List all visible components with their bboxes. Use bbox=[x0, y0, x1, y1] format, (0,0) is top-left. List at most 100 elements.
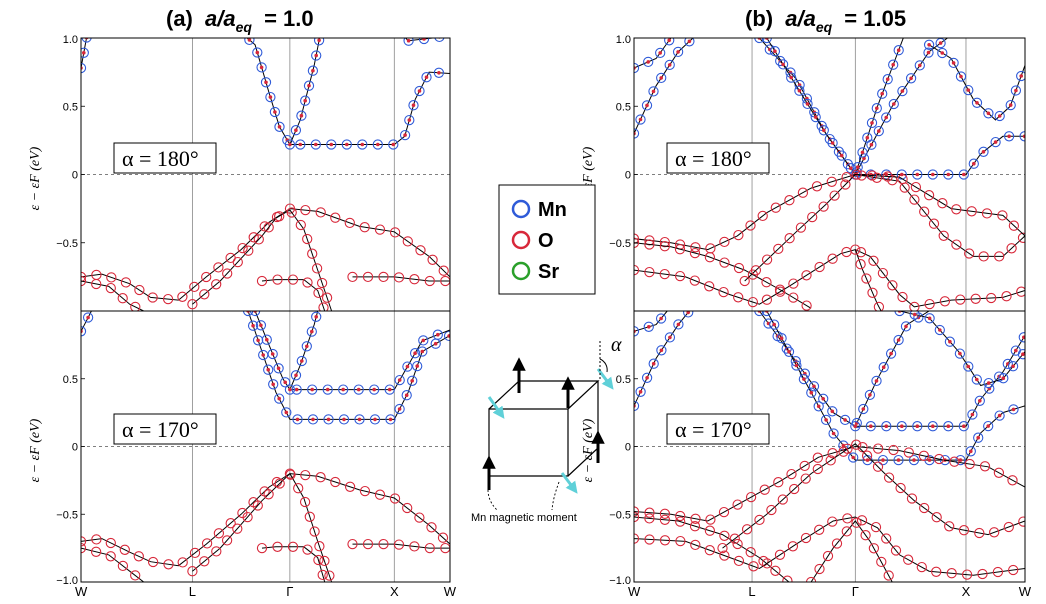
band-marker-o bbox=[286, 207, 297, 218]
band-marker-o bbox=[818, 201, 829, 212]
band-marker-o bbox=[826, 176, 837, 187]
band-marker-mn bbox=[399, 129, 411, 141]
legend-sr-marker bbox=[511, 261, 531, 281]
band-marker-o bbox=[966, 206, 977, 217]
band-marker-mn bbox=[857, 147, 868, 158]
band-marker-dot bbox=[305, 344, 309, 349]
band-line-10 bbox=[810, 520, 893, 582]
band-marker-mn bbox=[295, 139, 306, 150]
band-marker-mn bbox=[852, 162, 863, 173]
band-marker-dot bbox=[1014, 88, 1018, 93]
band-marker-mn bbox=[280, 377, 291, 388]
band-marker-dot bbox=[325, 387, 330, 392]
band-marker-mn bbox=[794, 85, 805, 96]
band-marker-mn bbox=[990, 136, 1001, 148]
band-marker-o bbox=[855, 259, 866, 270]
band-marker-o bbox=[311, 263, 323, 274]
band-marker-dot bbox=[310, 387, 315, 392]
band-marker-o bbox=[909, 301, 920, 311]
band-marker-o bbox=[315, 472, 326, 483]
title-b: (b) a/aeq = 1.05 bbox=[745, 6, 906, 37]
band-marker-o bbox=[719, 257, 730, 268]
band-marker-dot bbox=[422, 38, 426, 41]
band-marker-o bbox=[883, 570, 894, 581]
band-marker-o bbox=[784, 195, 795, 206]
band-marker-o bbox=[237, 242, 248, 254]
band-marker-mn bbox=[1003, 131, 1015, 142]
band-marker-o bbox=[359, 485, 371, 497]
y-tick-label: 0.5 bbox=[63, 101, 78, 113]
band-marker-o bbox=[903, 447, 914, 458]
x-tick-label: W bbox=[444, 584, 457, 599]
band-line-7 bbox=[634, 242, 812, 309]
band-marker-mn bbox=[968, 158, 979, 169]
bands bbox=[634, 38, 1025, 311]
panel-b-180: 1.00.50−0.5ε − εF (eV) α = 180° bbox=[581, 34, 1026, 312]
band-marker-mn bbox=[664, 59, 675, 71]
band-marker-mn bbox=[827, 406, 838, 417]
band-marker-dot bbox=[787, 350, 791, 354]
diagram-caption: Mn magnetic moment bbox=[471, 512, 577, 524]
band-marker-mn bbox=[839, 414, 851, 426]
band-marker-o bbox=[274, 478, 285, 489]
band-marker-mn bbox=[643, 321, 654, 332]
band-marker-o bbox=[872, 443, 884, 454]
band-marker-dot bbox=[294, 373, 298, 378]
band-marker-o bbox=[1016, 286, 1025, 297]
band-marker-o bbox=[732, 538, 743, 550]
band-marker-dot bbox=[294, 128, 298, 132]
band-marker-dot bbox=[1022, 134, 1025, 139]
band-marker-dot bbox=[896, 458, 901, 462]
band-marker-o bbox=[211, 279, 222, 290]
band-marker-o bbox=[313, 287, 324, 299]
band-marker-dot bbox=[329, 142, 334, 147]
canted-arrow-left bbox=[487, 396, 505, 419]
band-marker-dot bbox=[645, 103, 649, 108]
band-marker-mn bbox=[281, 407, 292, 418]
band-marker-o bbox=[201, 538, 213, 549]
band-marker-dot bbox=[1007, 134, 1011, 139]
band-marker-o bbox=[856, 515, 868, 526]
band-marker-dot bbox=[824, 418, 828, 422]
band-marker-o bbox=[719, 236, 730, 248]
band-marker-o bbox=[897, 173, 908, 185]
band-marker-mn bbox=[923, 47, 934, 58]
band-marker-o bbox=[330, 476, 341, 488]
band-marker-mn bbox=[802, 98, 813, 110]
band-marker-mn bbox=[274, 393, 285, 404]
band-marker-mn bbox=[322, 384, 333, 395]
band-marker-dot bbox=[413, 351, 417, 356]
band-marker-o bbox=[870, 521, 882, 533]
band-marker-dot bbox=[373, 417, 377, 422]
band-marker-o bbox=[840, 179, 851, 190]
band-marker-o bbox=[689, 247, 701, 259]
band-marker-o bbox=[732, 499, 743, 510]
figure-a: 1.0 0.5 0 −0.5 ε − εF (eV) α = 180° 0.5 0 −0.5 −… bbox=[28, 34, 457, 599]
band-marker-dot bbox=[391, 142, 396, 147]
band-marker-o bbox=[805, 576, 817, 582]
band-marker-mn bbox=[407, 375, 418, 386]
band-marker-dot bbox=[975, 101, 979, 105]
band-marker-dot bbox=[813, 115, 818, 119]
band-marker-o bbox=[981, 208, 993, 219]
band-marker-dot bbox=[874, 379, 879, 383]
band-marker-o bbox=[690, 513, 701, 524]
band-marker-o bbox=[91, 534, 102, 545]
band-marker-o bbox=[1007, 475, 1018, 486]
band-marker-mn bbox=[877, 454, 889, 466]
band-marker-o bbox=[299, 496, 311, 508]
band-marker-o bbox=[256, 542, 268, 554]
band-marker-o bbox=[177, 557, 188, 568]
band-marker-mn bbox=[893, 45, 904, 56]
band-marker-mn bbox=[754, 311, 765, 317]
band-marker-o bbox=[106, 272, 117, 283]
band-marker-o bbox=[105, 551, 116, 562]
band-marker-mn bbox=[978, 146, 989, 157]
band-marker-dot bbox=[1019, 74, 1023, 78]
band-marker-o bbox=[134, 284, 145, 296]
band-marker-dot bbox=[958, 458, 963, 462]
band-marker-mn bbox=[635, 114, 646, 125]
band-marker-o bbox=[733, 292, 744, 303]
band-marker-o bbox=[201, 271, 212, 283]
legend: Mn O Sr bbox=[498, 184, 596, 295]
